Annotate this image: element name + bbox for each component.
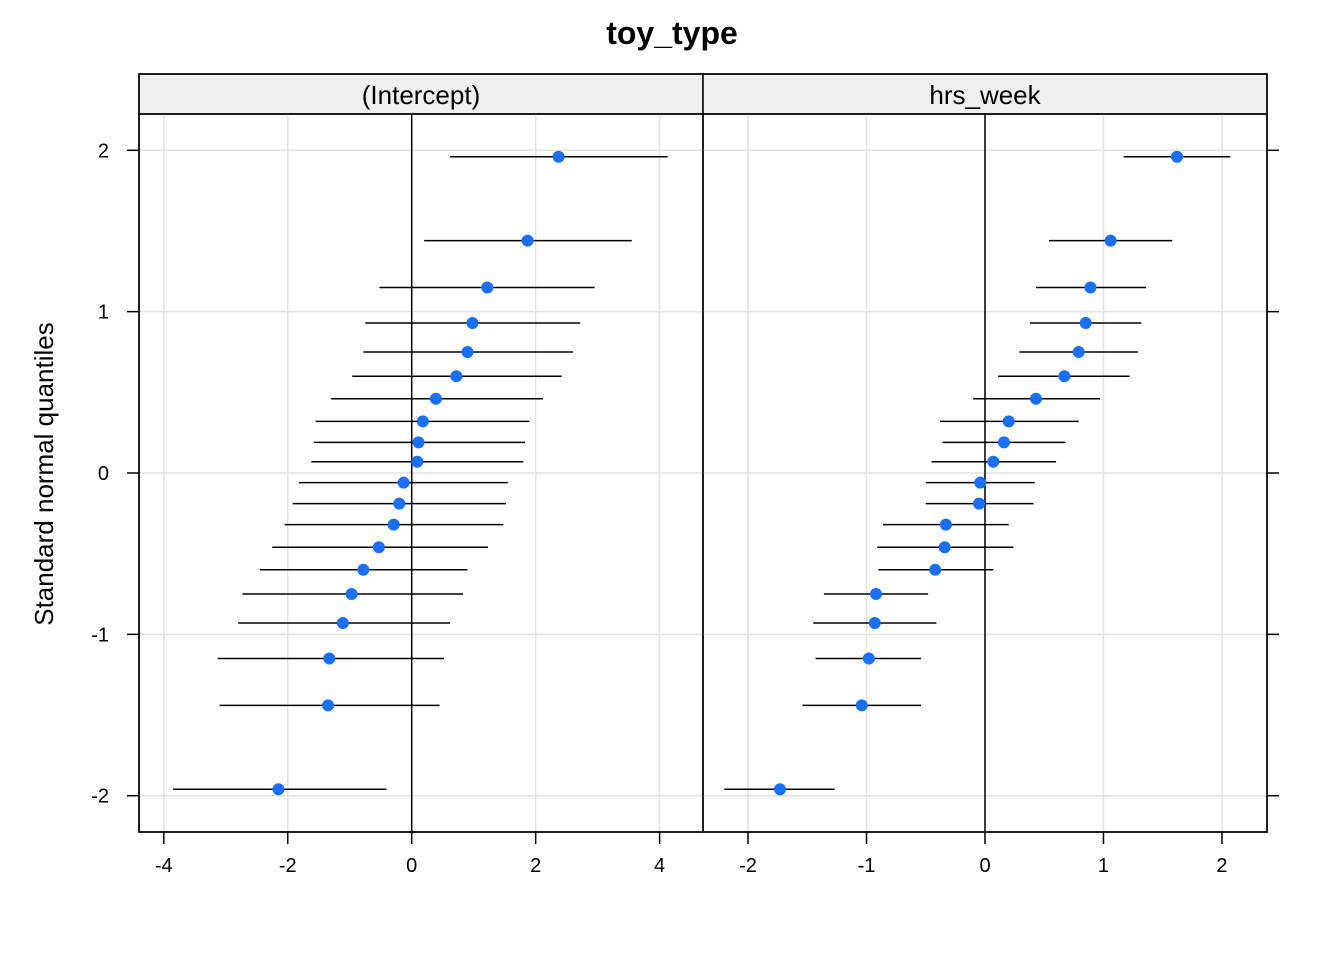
data-point (429, 392, 442, 405)
data-point (869, 588, 882, 601)
y-tick-label: 1 (98, 302, 109, 324)
x-tick-label: -4 (155, 855, 173, 877)
data-point (1079, 316, 1092, 329)
data-point (1072, 345, 1085, 358)
data-point (974, 476, 987, 489)
x-tick-label: 2 (530, 855, 541, 877)
data-point (372, 541, 385, 554)
data-point (938, 541, 951, 554)
data-point (412, 436, 425, 449)
data-point (1170, 150, 1183, 163)
data-point (416, 415, 429, 428)
data-point (357, 563, 370, 576)
y-tick-label: 0 (98, 463, 109, 485)
data-point (323, 652, 336, 665)
strip-background (138, 73, 704, 115)
panels-group: (Intercept) -4 -2 0 2 4 hrs_week -2 -1 0 1 2 2 1 0 -1 -2 (91, 73, 1279, 877)
data-point (272, 783, 285, 796)
y-tick-label: -2 (91, 786, 109, 808)
data-point (973, 497, 986, 510)
data-point (387, 518, 400, 531)
data-point (1058, 370, 1071, 383)
x-tick-label: 0 (406, 855, 417, 877)
data-point (987, 455, 1000, 468)
data-point (552, 150, 565, 163)
y-axis-label: Standard normal quantiles (29, 322, 59, 626)
data-point (450, 370, 463, 383)
x-tick-label: 0 (979, 855, 990, 877)
strip-label: hrs_week (929, 80, 1041, 110)
layout-border (138, 73, 1268, 833)
y-tick-label: -1 (91, 624, 109, 646)
data-point (322, 699, 335, 712)
x-tick-label: -2 (279, 855, 297, 877)
y-tick-label: 2 (98, 140, 109, 162)
data-point (411, 455, 424, 468)
data-point (868, 617, 881, 630)
data-point (521, 234, 534, 247)
data-point (929, 563, 942, 576)
data-point (997, 436, 1010, 449)
data-point (461, 345, 474, 358)
panel-intercept: (Intercept) -4 -2 0 2 4 (138, 73, 704, 877)
strip-label: (Intercept) (362, 80, 481, 110)
data-point (774, 783, 787, 796)
data-point (1084, 281, 1097, 294)
data-point (1002, 415, 1015, 428)
data-point (397, 476, 410, 489)
chart-title: toy_type (606, 15, 738, 51)
x-tick-label: 4 (654, 855, 665, 877)
x-tick-label: 1 (1098, 855, 1109, 877)
x-tick-label: -2 (739, 855, 757, 877)
data-point (466, 316, 479, 329)
data-point (345, 588, 358, 601)
data-point (939, 518, 952, 531)
data-point (855, 699, 868, 712)
data-point (481, 281, 494, 294)
x-tick-label: 2 (1216, 855, 1227, 877)
data-point (1104, 234, 1117, 247)
data-point (1029, 392, 1042, 405)
panel-hrs-week: hrs_week -2 -1 0 1 2 (702, 73, 1268, 877)
x-tick-label: -1 (858, 855, 876, 877)
data-point (336, 617, 349, 630)
data-point (393, 497, 406, 510)
data-point (862, 652, 875, 665)
